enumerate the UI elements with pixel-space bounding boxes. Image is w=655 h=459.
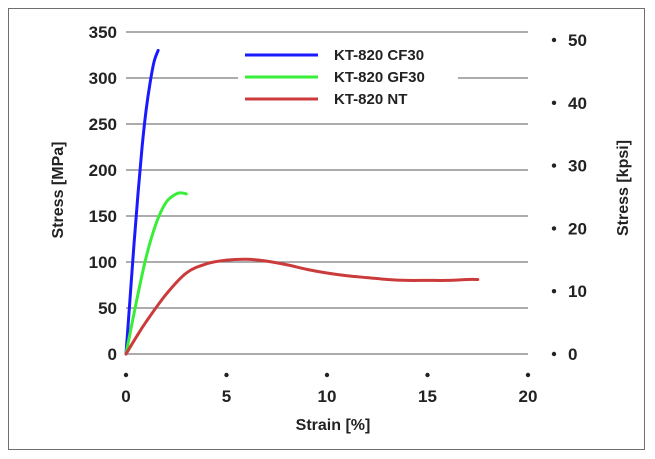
x-tick-mark: [425, 372, 430, 378]
x-axis-ticks: 0 5 10 15 20: [121, 372, 538, 406]
right-y-tick-label: 50: [568, 31, 587, 50]
series-line-kt-820-gf30: [124, 191, 188, 356]
x-tick-mark: [224, 372, 229, 378]
right-tick-mark: [551, 351, 557, 357]
x-tick-mark: [525, 372, 531, 378]
x-tick-label: 20: [519, 387, 538, 406]
right-tick-mark: [551, 289, 557, 294]
right-tick-mark: [551, 163, 557, 168]
right-tick-mark: [551, 100, 557, 106]
right-y-tick-label: 40: [568, 94, 587, 113]
series-line-kt-820-cf30: [124, 48, 160, 356]
x-tick-label: 0: [121, 387, 130, 406]
y-tick-label: 100: [89, 253, 117, 272]
y-tick-label: 200: [89, 161, 117, 180]
y-tick-label: 50: [98, 299, 117, 318]
right-y-axis-title: Stress [kpsi]: [615, 140, 632, 236]
right-y-axis-ticks: 0 10 20 30 40 50: [551, 31, 587, 364]
x-tick-label: 10: [318, 387, 337, 406]
legend-label-kt-820-cf30: KT-820 CF30: [334, 47, 424, 64]
right-tick-mark: [551, 226, 557, 231]
series-lines: [124, 48, 480, 356]
legend-label-kt-820-nt: KT-820 NT: [334, 91, 407, 108]
y-tick-label: 300: [89, 69, 117, 88]
x-tick-label: 15: [418, 387, 437, 406]
grid-lines: [126, 31, 528, 355]
right-y-tick-label: 0: [568, 345, 577, 364]
x-tick-label: 5: [222, 387, 231, 406]
legend: KT-820 CF30 KT-820 GF30 KT-820 NT: [238, 44, 458, 110]
y-tick-label: 150: [89, 207, 117, 226]
right-y-tick-label: 20: [568, 219, 587, 238]
right-y-tick-label: 30: [568, 157, 587, 176]
series-line-kt-820-nt: [124, 257, 480, 356]
legend-label-kt-820-gf30: KT-820 GF30: [334, 69, 425, 86]
y-tick-label: 0: [108, 345, 117, 364]
right-y-tick-label: 10: [568, 282, 587, 301]
x-tick-mark: [123, 372, 129, 378]
right-tick-mark: [551, 37, 557, 43]
y-tick-label: 250: [89, 115, 117, 134]
x-axis-title: Strain [%]: [296, 417, 371, 434]
y-axis-ticks: 0 50 100 150 200 250 300 350: [89, 23, 117, 364]
y-tick-label: 350: [89, 23, 117, 42]
x-tick-mark: [324, 372, 330, 378]
y-axis-title: Stress [MPa]: [50, 142, 67, 239]
